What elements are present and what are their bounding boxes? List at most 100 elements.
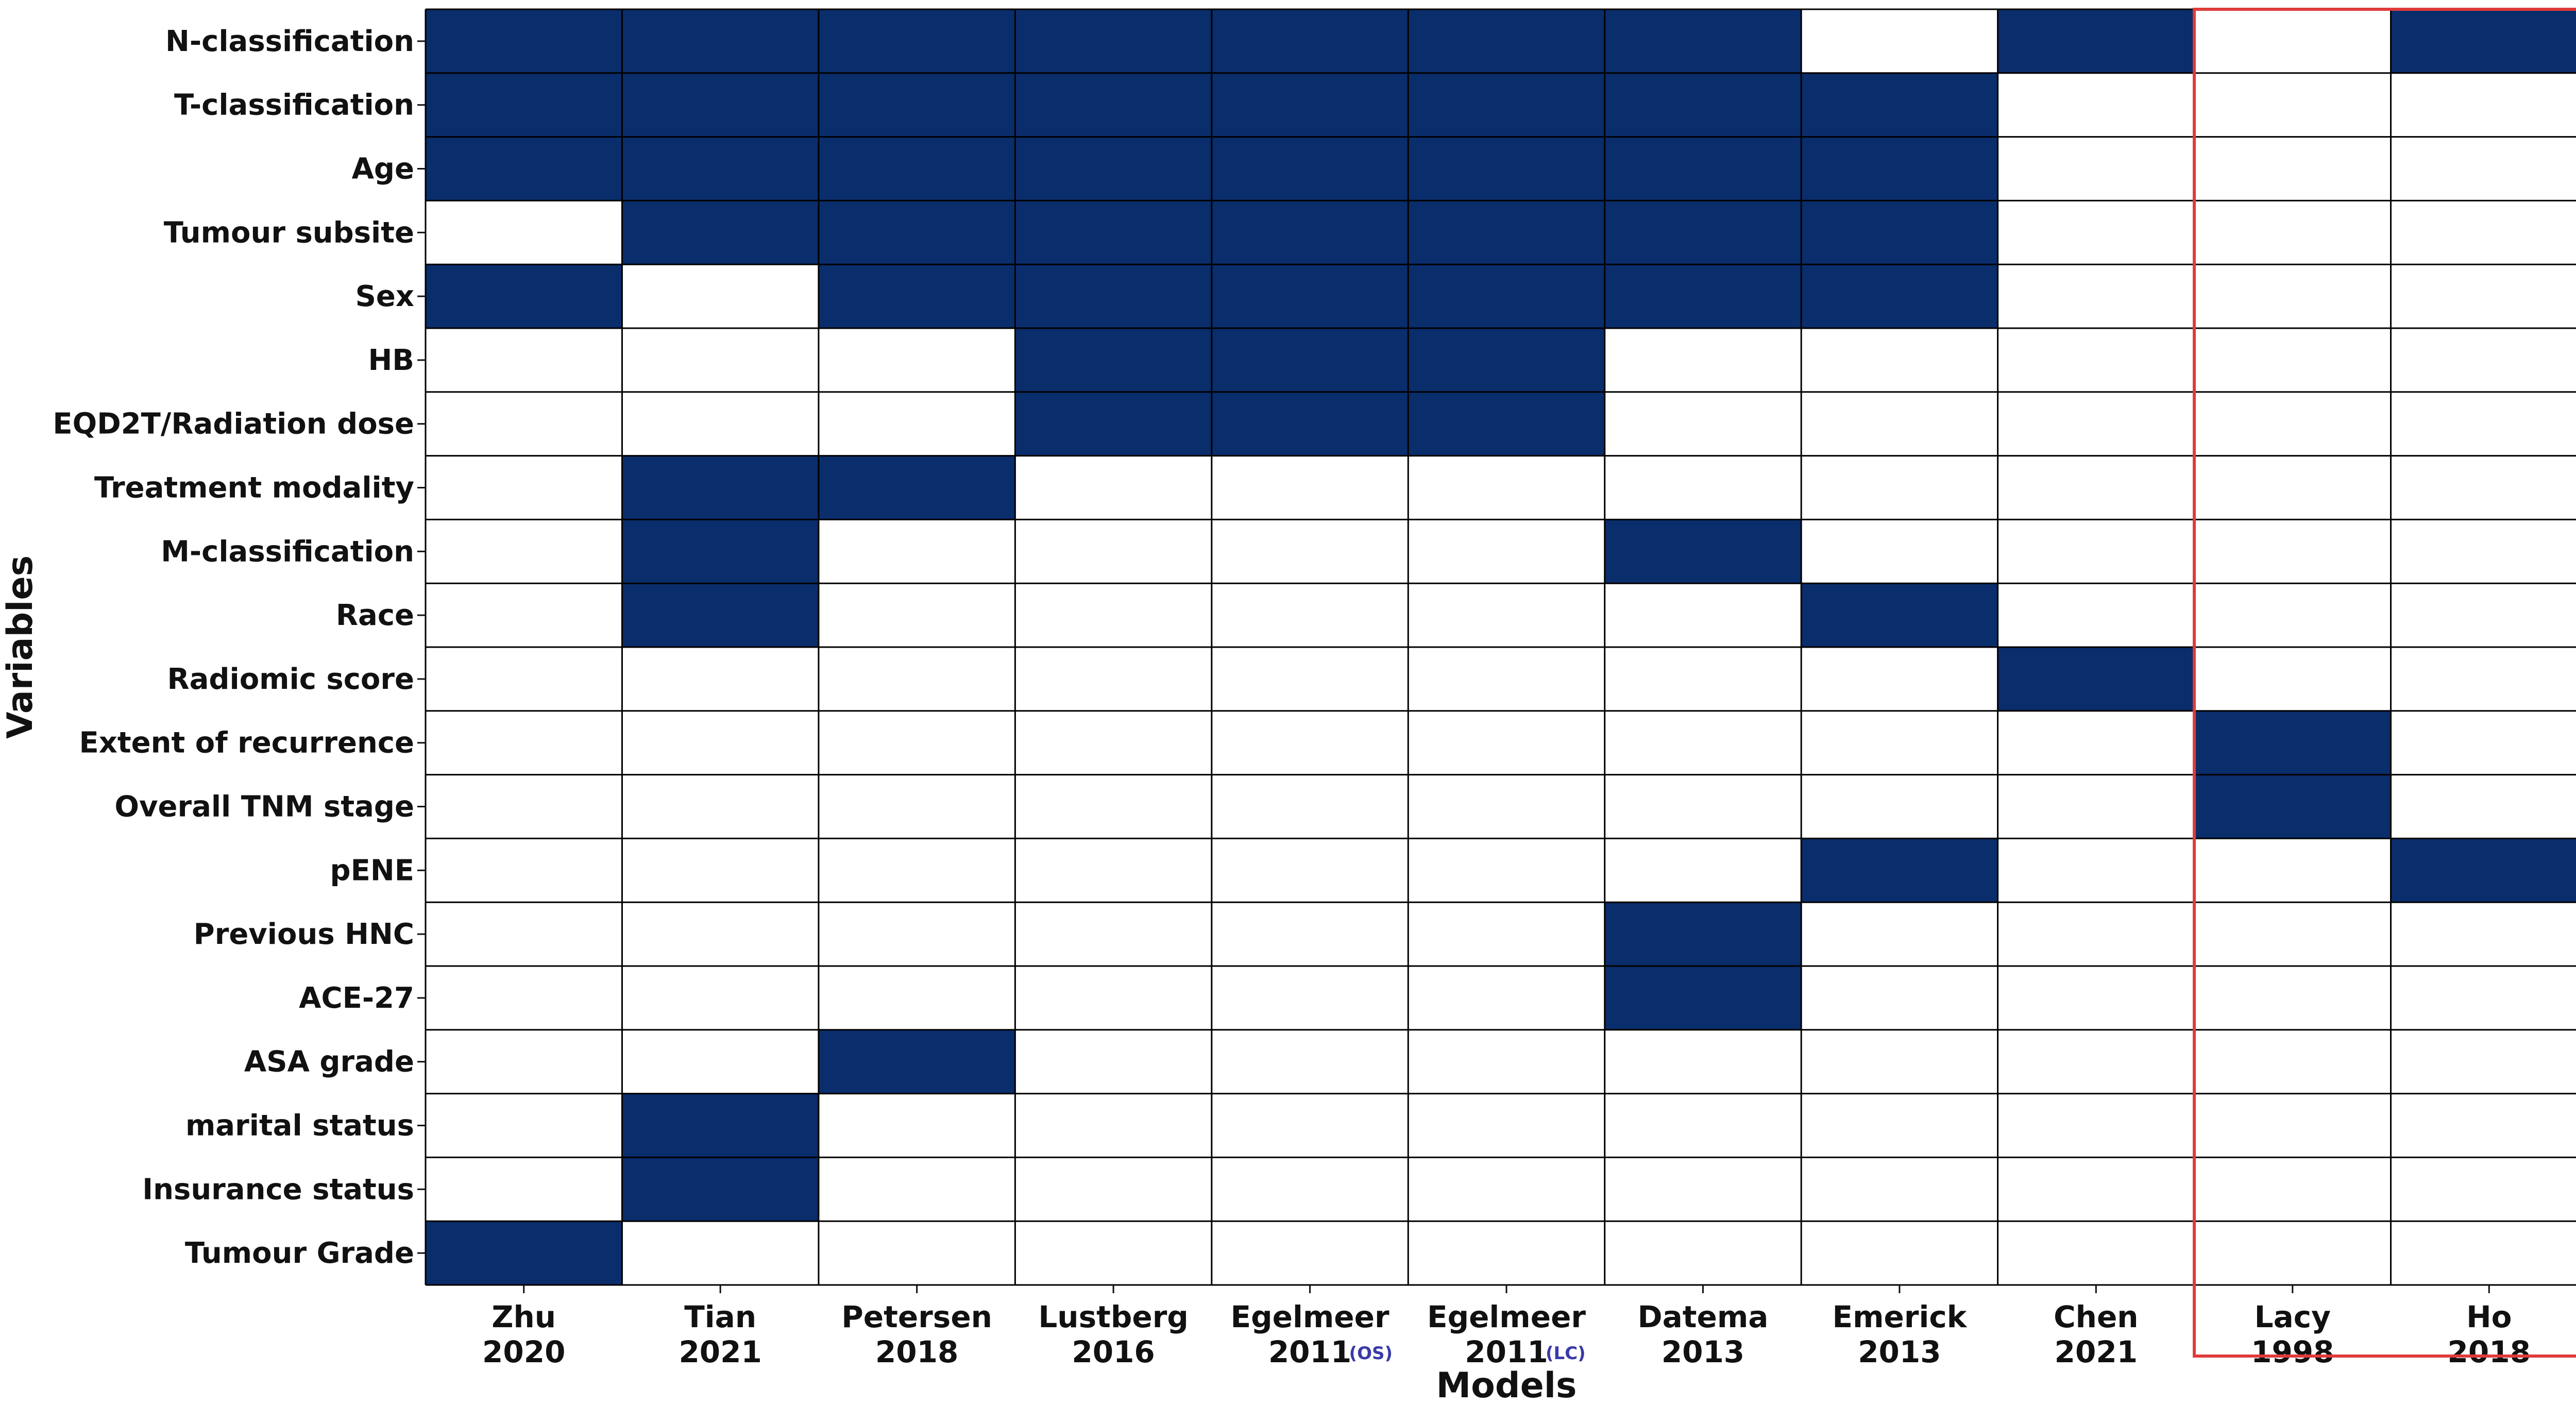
heatmap-cell — [622, 1221, 819, 1285]
row-label: ACE-27 — [299, 981, 414, 1015]
heatmap-cell — [1801, 647, 1998, 711]
heatmap-cell — [1997, 966, 2195, 1030]
heatmap-cell — [1997, 774, 2195, 839]
heatmap-cell — [1015, 328, 1212, 392]
heatmap-cell — [622, 73, 819, 137]
heatmap-cell — [1211, 264, 1409, 328]
heatmap-cell — [1015, 966, 1212, 1030]
row-label: Treatment modality — [94, 471, 414, 505]
heatmap-cell — [818, 1093, 1015, 1158]
heatmap-cell — [426, 519, 622, 584]
heatmap-cell — [2194, 710, 2391, 775]
heatmap-cell — [1604, 1029, 1802, 1094]
heatmap-cell — [1997, 1029, 2195, 1094]
heatmap-cell — [1604, 583, 1802, 647]
row-label: ASA grade — [244, 1045, 414, 1079]
heatmap-cell — [2391, 902, 2576, 966]
heatmap-cell — [622, 328, 819, 392]
heatmap-cell — [2194, 1157, 2391, 1222]
heatmap-cell — [1211, 1157, 1409, 1222]
heatmap-cell — [1211, 1093, 1409, 1158]
heatmap-cell — [1408, 710, 1605, 775]
heatmap-cell — [818, 1157, 1015, 1222]
highlight-box — [2193, 8, 2576, 1358]
heatmap-cell — [1997, 200, 2195, 265]
row-label: Radiomic score — [167, 663, 415, 696]
heatmap-cell — [622, 1157, 819, 1222]
heatmap-cell — [1015, 9, 1212, 73]
row-label: marital status — [185, 1109, 414, 1143]
heatmap-cell — [2391, 455, 2576, 520]
highlight-box-group — [2193, 8, 2576, 1358]
row-label: Race — [336, 599, 414, 632]
heatmap-cell — [1015, 1093, 1212, 1158]
row-label: Sex — [355, 280, 414, 313]
heatmap-cell — [1408, 774, 1605, 839]
heatmap-cell — [818, 1029, 1015, 1094]
column-label-name: Chen — [2054, 1299, 2138, 1334]
heatmap-cell — [1408, 392, 1605, 456]
heatmap-cell — [622, 838, 819, 903]
heatmap-cell — [2391, 774, 2576, 839]
heatmap-cell — [2194, 902, 2391, 966]
heatmap-cell — [818, 455, 1015, 520]
heatmap-cell — [1015, 583, 1212, 647]
heatmap-cell — [1801, 966, 1998, 1030]
column-label-year: 2016 — [1072, 1334, 1155, 1369]
heatmap-cell — [1801, 1093, 1998, 1158]
heatmap-cell — [1408, 1029, 1605, 1094]
heatmap-cell — [1997, 137, 2195, 201]
heatmap-cell — [1211, 328, 1409, 392]
column-label-year: 2021 — [2055, 1334, 2138, 1369]
heatmap-cell — [426, 328, 622, 392]
heatmap-cell — [1015, 264, 1212, 328]
heatmap-cell — [1211, 73, 1409, 137]
heatmap-cell — [1801, 328, 1998, 392]
heatmap-cell — [426, 392, 622, 456]
heatmap-cell — [818, 647, 1015, 711]
row-label: N-classification — [165, 25, 414, 58]
heatmap-cell — [1801, 583, 1998, 647]
column-label-year: 2011 — [1465, 1334, 1548, 1369]
column-label-year: 2011 — [1268, 1334, 1351, 1369]
column-label-year: 2013 — [1858, 1334, 1941, 1369]
heatmap-cell — [1997, 1221, 2195, 1285]
heatmap-cell — [1211, 966, 1409, 1030]
heatmap-cell — [1211, 9, 1409, 73]
heatmap-cell — [818, 200, 1015, 265]
heatmap-cell — [1801, 710, 1998, 775]
heatmap-cell — [1997, 73, 2195, 137]
heatmap-cell — [1211, 1029, 1409, 1094]
heatmap-cell — [1997, 902, 2195, 966]
heatmap-cell — [622, 774, 819, 839]
heatmap-cell — [1408, 1221, 1605, 1285]
heatmap-cell — [426, 264, 622, 328]
heatmap-cell — [2391, 264, 2576, 328]
row-label: HB — [368, 344, 414, 377]
row-label: pENE — [330, 854, 414, 887]
column-label-name: Egelmeer — [1427, 1299, 1586, 1334]
heatmap-cell — [1604, 264, 1802, 328]
row-label: Extent of recurrence — [79, 726, 414, 760]
heatmap-cell — [622, 392, 819, 456]
heatmap-cell — [2194, 838, 2391, 903]
heatmap-cell — [1211, 392, 1409, 456]
heatmap-cell — [1408, 1093, 1605, 1158]
heatmap-cell — [622, 137, 819, 201]
heatmap-cell — [1801, 200, 1998, 265]
heatmap-cell — [1015, 1157, 1212, 1222]
heatmap-cell — [1604, 328, 1802, 392]
heatmap-cell — [1408, 647, 1605, 711]
row-label: Age — [352, 153, 414, 186]
heatmap-cell — [1604, 73, 1802, 137]
heatmap-cell — [2391, 392, 2576, 456]
heatmap-cell — [1211, 710, 1409, 775]
heatmap-cell — [1801, 838, 1998, 903]
heatmap-cell — [1015, 647, 1212, 711]
heatmap-cell — [1015, 392, 1212, 456]
row-label: EQD2T/Radiation dose — [53, 408, 414, 441]
heatmap-cell — [1015, 519, 1212, 584]
heatmap-cell — [622, 264, 819, 328]
heatmap-cell — [2194, 137, 2391, 201]
heatmap-cell — [1604, 519, 1802, 584]
